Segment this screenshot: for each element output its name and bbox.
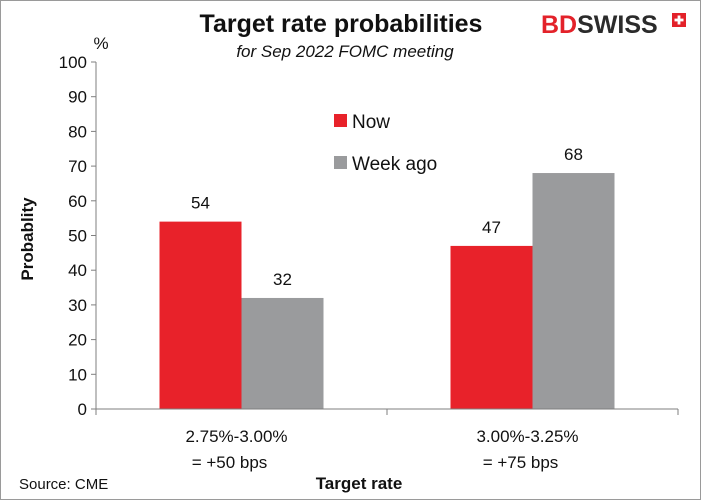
brand-flag-icon: [672, 13, 686, 27]
x-axis-tick-marks: [95, 409, 679, 415]
bar-week-ago: [532, 173, 615, 409]
category-label-line1: 2.75%-3.00%: [185, 427, 287, 446]
brand-logo-part1: BD: [541, 11, 577, 39]
y-tick-label: 20: [68, 331, 87, 350]
legend-label: Now: [352, 112, 390, 133]
y-tick-label: 50: [68, 227, 87, 246]
legend-swatch: [334, 114, 347, 127]
y-tick-label: 40: [68, 261, 87, 280]
y-tick-label: 100: [59, 53, 87, 72]
bar-now: [450, 245, 533, 409]
chart-subtitle: for Sep 2022 FOMC meeting: [236, 42, 454, 61]
data-label: 47: [482, 218, 501, 237]
y-tick-label: 0: [78, 400, 87, 419]
y-tick-label: 60: [68, 192, 87, 211]
y-tick-label: 30: [68, 296, 87, 315]
bars: [159, 173, 615, 409]
legend: Now Week ago: [334, 112, 437, 175]
y-tick-label: 10: [68, 365, 87, 384]
y-tick-label: 70: [68, 157, 87, 176]
legend-label: Week ago: [352, 154, 437, 175]
category-label-line2: = +75 bps: [483, 453, 559, 472]
category-label-line2: = +50 bps: [192, 453, 268, 472]
svg-text:BDSWISS: BDSWISS: [541, 11, 658, 39]
category-label-line1: 3.00%-3.25%: [476, 427, 578, 446]
data-labels: 54 47 32 68: [191, 145, 583, 289]
bar-week-ago: [241, 297, 324, 409]
legend-swatch: [334, 156, 347, 169]
brand-logo: BDSWISS: [541, 11, 686, 39]
x-axis-title: Target rate: [316, 474, 403, 493]
data-label: 54: [191, 194, 210, 213]
y-tick-label: 90: [68, 88, 87, 107]
data-label: 68: [564, 145, 583, 164]
y-axis-ticks: 0 10 20 30 40 50 60 70 80 90 100: [59, 53, 96, 419]
y-axis-title: Probablity: [18, 197, 37, 281]
y-tick-label: 80: [68, 122, 87, 141]
y-axis-unit: %: [93, 34, 108, 53]
data-label: 32: [273, 270, 292, 289]
chart-title: Target rate probabilities: [200, 10, 483, 38]
bar-now: [159, 221, 242, 409]
source-note: Source: CME: [19, 476, 108, 493]
category-labels: 2.75%-3.00% = +50 bps 3.00%-3.25% = +75 bps: [185, 427, 578, 472]
brand-logo-part2: SWISS: [577, 11, 658, 39]
